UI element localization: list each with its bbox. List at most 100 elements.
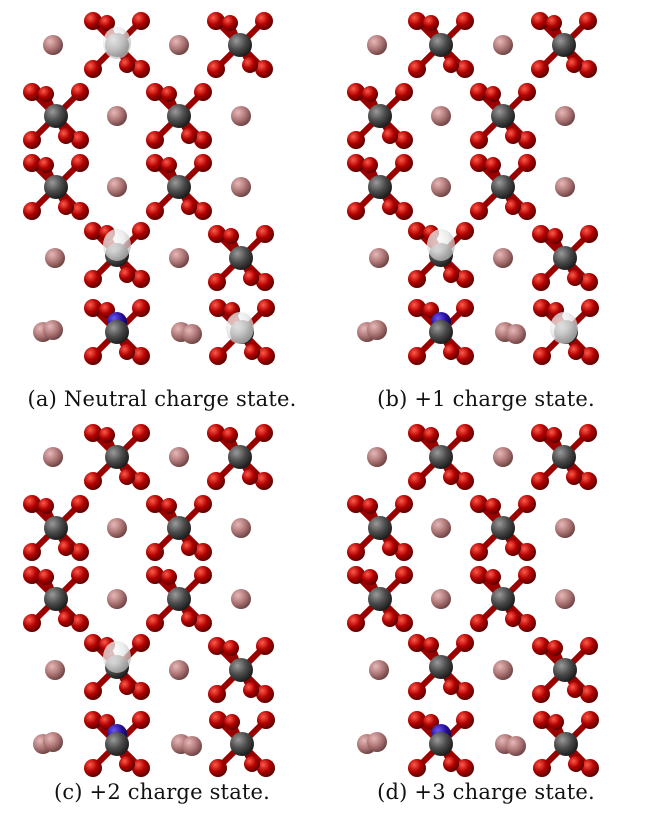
metal-atom bbox=[493, 660, 513, 680]
oxygen-atom bbox=[567, 682, 583, 698]
panel-a: (a) Neutral charge state. bbox=[0, 0, 324, 411]
oxygen-atom bbox=[181, 199, 197, 215]
oxygen-atom bbox=[505, 540, 521, 556]
oxygen-atom bbox=[470, 202, 488, 220]
oxygen-atom bbox=[23, 131, 41, 149]
oxygen-atom bbox=[566, 57, 582, 73]
oxygen-atom bbox=[470, 495, 488, 513]
oxygen-atom bbox=[456, 299, 474, 317]
oxygen-atom bbox=[71, 154, 89, 172]
oxygen-atom bbox=[579, 60, 597, 78]
oxygen-atom bbox=[382, 611, 398, 627]
oxygen-atom bbox=[161, 157, 177, 173]
carbon-atom bbox=[44, 587, 68, 611]
oxygen-atom bbox=[470, 154, 488, 172]
oxygen-atom bbox=[194, 566, 212, 584]
oxygen-atom bbox=[408, 682, 426, 700]
carbon-atom bbox=[368, 516, 392, 540]
oxygen-atom bbox=[194, 495, 212, 513]
oxygen-atom bbox=[546, 15, 562, 31]
oxygen-atom bbox=[255, 12, 273, 30]
oxygen-atom bbox=[208, 637, 226, 655]
metal-atom bbox=[107, 589, 127, 609]
oxygen-atom bbox=[505, 611, 521, 627]
oxygen-atom bbox=[257, 711, 275, 729]
oxygen-atom bbox=[531, 60, 549, 78]
oxygen-atom bbox=[132, 711, 150, 729]
caption-d: (d) +3 charge state. bbox=[377, 780, 595, 804]
oxygen-atom bbox=[255, 60, 273, 78]
oxygen-atom bbox=[132, 60, 150, 78]
oxygen-atom bbox=[256, 637, 274, 655]
oxygen-atom bbox=[395, 543, 413, 561]
oxygen-atom bbox=[209, 347, 227, 365]
oxygen-atom bbox=[38, 569, 54, 585]
oxygen-atom bbox=[146, 566, 164, 584]
metal-atom bbox=[231, 177, 251, 197]
oxygen-atom bbox=[408, 347, 426, 365]
carbon-atom bbox=[368, 175, 392, 199]
oxygen-atom bbox=[485, 86, 501, 102]
oxygen-atom bbox=[181, 540, 197, 556]
oxygen-atom bbox=[222, 15, 238, 31]
oxygen-atom bbox=[518, 543, 536, 561]
oxygen-atom bbox=[408, 759, 426, 777]
metal-atom bbox=[369, 660, 389, 680]
hydrogen-cloud bbox=[427, 229, 455, 261]
oxygen-atom bbox=[146, 614, 164, 632]
oxygen-atom bbox=[194, 614, 212, 632]
oxygen-atom bbox=[161, 86, 177, 102]
oxygen-atom bbox=[58, 128, 74, 144]
oxygen-atom bbox=[194, 202, 212, 220]
oxygen-atom bbox=[581, 759, 599, 777]
metal-atom bbox=[431, 177, 451, 197]
hydrogen-cloud bbox=[103, 27, 131, 59]
oxygen-atom bbox=[84, 424, 102, 442]
oxygen-atom bbox=[84, 634, 102, 652]
oxygen-atom bbox=[23, 614, 41, 632]
carbon-atom bbox=[44, 175, 68, 199]
oxygen-atom bbox=[38, 157, 54, 173]
oxygen-atom bbox=[408, 299, 426, 317]
panel-d: (d) +3 charge state. bbox=[324, 408, 648, 817]
oxygen-atom bbox=[443, 469, 459, 485]
metal-atom bbox=[107, 177, 127, 197]
carbon-atom bbox=[491, 587, 515, 611]
oxygen-atom bbox=[456, 347, 474, 365]
metal-atom bbox=[231, 589, 251, 609]
oxygen-atom bbox=[533, 299, 551, 317]
oxygen-atom bbox=[146, 83, 164, 101]
carbon-atom bbox=[230, 732, 254, 756]
hydrogen-cloud bbox=[103, 229, 131, 261]
oxygen-atom bbox=[208, 225, 226, 243]
oxygen-atom bbox=[456, 424, 474, 442]
oxygen-atom bbox=[408, 12, 426, 30]
metal-atom bbox=[169, 447, 189, 467]
metal-atom bbox=[43, 35, 63, 55]
oxygen-atom bbox=[223, 640, 239, 656]
oxygen-atom bbox=[209, 711, 227, 729]
carbon-atom bbox=[167, 516, 191, 540]
carbon-atom bbox=[553, 246, 577, 270]
oxygen-atom bbox=[23, 202, 41, 220]
oxygen-atom bbox=[408, 270, 426, 288]
metal-atom bbox=[431, 518, 451, 538]
oxygen-atom bbox=[456, 472, 474, 490]
hydrogen-cloud bbox=[226, 312, 254, 344]
oxygen-atom bbox=[532, 637, 550, 655]
oxygen-atom bbox=[257, 299, 275, 317]
oxygen-atom bbox=[256, 685, 274, 703]
metal-atom bbox=[169, 248, 189, 268]
oxygen-atom bbox=[347, 131, 365, 149]
oxygen-atom bbox=[119, 267, 135, 283]
metal-atom bbox=[169, 35, 189, 55]
oxygen-atom bbox=[347, 566, 365, 584]
oxygen-atom bbox=[194, 543, 212, 561]
oxygen-atom bbox=[243, 682, 259, 698]
carbon-atom bbox=[167, 175, 191, 199]
metal-atom bbox=[555, 518, 575, 538]
oxygen-atom bbox=[208, 273, 226, 291]
oxygen-atom bbox=[132, 299, 150, 317]
oxygen-atom bbox=[146, 495, 164, 513]
oxygen-atom bbox=[99, 15, 115, 31]
